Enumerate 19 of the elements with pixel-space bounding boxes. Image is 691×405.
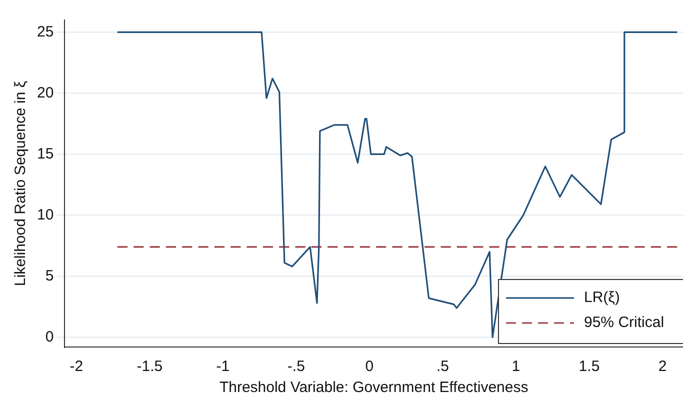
x-tick-label: -1 bbox=[216, 358, 230, 376]
x-tick-label: 0 bbox=[365, 358, 374, 376]
x-tick-label: 1.5 bbox=[578, 358, 600, 376]
legend-label: LR(ξ) bbox=[584, 289, 620, 306]
x-tick-label: 2 bbox=[658, 358, 667, 376]
y-tick-label: 15 bbox=[36, 145, 54, 162]
x-tick-label: -.5 bbox=[287, 358, 305, 376]
x-tick-label: 1 bbox=[512, 358, 520, 376]
legend-label: 95% Critical bbox=[584, 314, 664, 332]
y-axis-title: Likelihood Ratio Sequence in ξ bbox=[12, 80, 30, 286]
x-tick-label: .5 bbox=[436, 358, 449, 376]
y-tick-label: 20 bbox=[36, 84, 54, 102]
x-axis-title: Threshold Variable: Government Effectiveness bbox=[219, 379, 528, 396]
y-tick-label: 25 bbox=[36, 23, 54, 40]
y-tick-label: 5 bbox=[45, 267, 54, 284]
x-tick-label: -1.5 bbox=[136, 358, 163, 376]
y-tick-label: 0 bbox=[45, 328, 54, 346]
y-tick-label: 10 bbox=[36, 206, 54, 224]
x-tick-label: -2 bbox=[70, 358, 84, 376]
